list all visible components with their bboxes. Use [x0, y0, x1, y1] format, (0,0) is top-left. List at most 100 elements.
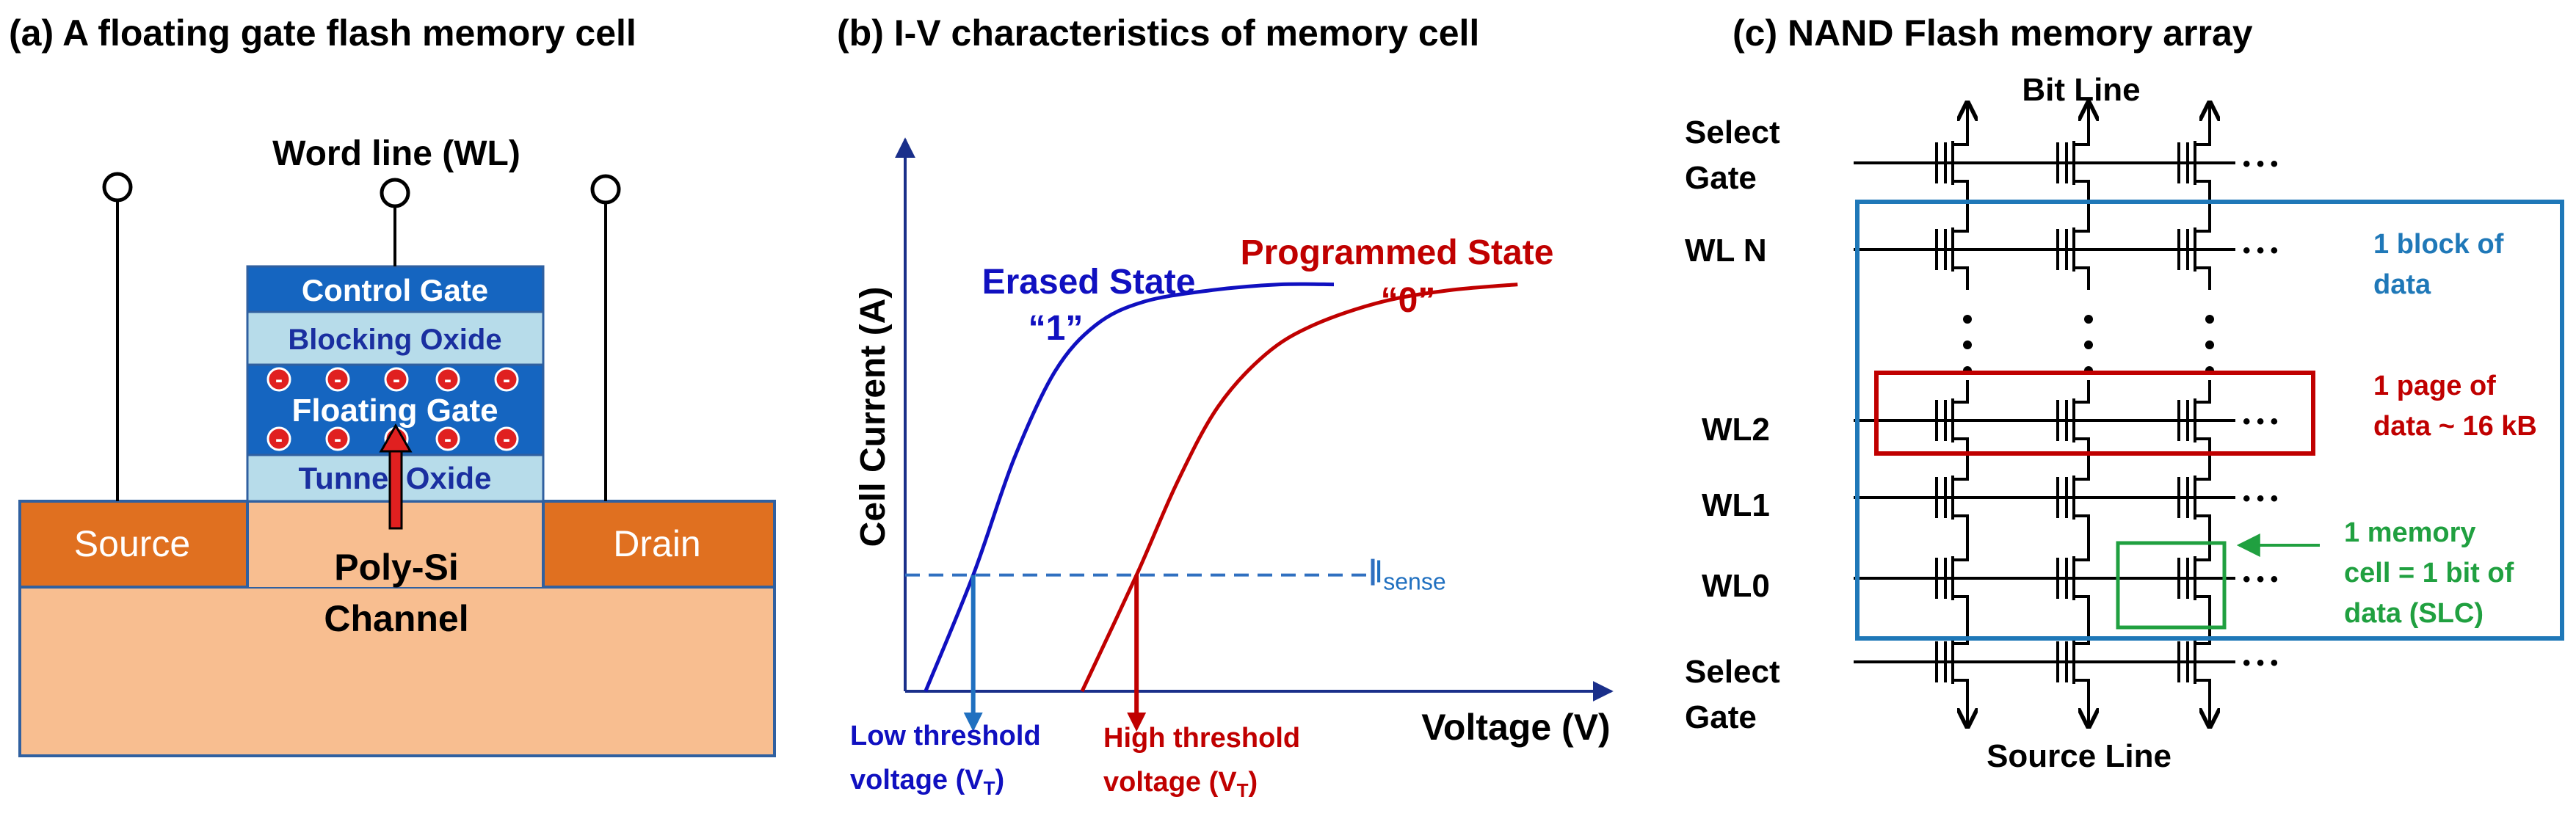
programmed-state-curve	[1080, 283, 1518, 693]
transistor-drain-lead	[1953, 224, 1969, 233]
transistor-source-lead	[2195, 595, 2211, 604]
terminal-drain	[590, 174, 621, 501]
low-threshold-label-1: Low threshold	[850, 721, 1041, 751]
page-box	[1874, 371, 2315, 456]
terminal-source	[102, 172, 133, 501]
row-ellipsis: • • •	[2243, 152, 2278, 176]
row-label-select-gate-top-2: Gate	[1685, 160, 1757, 196]
drain-region	[542, 500, 776, 589]
svg-text:-: -	[503, 427, 510, 451]
row-label-wl2: WL2	[1702, 412, 1770, 448]
cell-label-2: cell = 1 bit of	[2344, 558, 2514, 589]
channel-label-2: Channel	[324, 598, 468, 639]
transistor-source-lead	[2074, 180, 2090, 189]
transistor-source-lead	[2195, 266, 2211, 275]
panel-b-title: (b) I-V characteristics of memory cell	[837, 12, 1479, 54]
page-label-2: data ~ 16 kB	[2373, 411, 2537, 442]
block-label-1: 1 block of	[2373, 229, 2504, 260]
row-label-wl-n: WL N	[1685, 233, 1767, 269]
transistor-source-lead	[2074, 266, 2090, 275]
row-ellipsis: • • •	[2243, 487, 2278, 511]
transistor-source-lead	[2074, 514, 2090, 523]
svg-text:-: -	[444, 368, 451, 392]
block-label-2: data	[2373, 269, 2431, 300]
block-box	[1855, 200, 2564, 641]
control-gate-label: Control Gate	[302, 273, 488, 307]
tunneling-arrow	[379, 423, 413, 530]
programmed-state-value: “0”	[1381, 281, 1436, 320]
continuation-dot	[2205, 340, 2214, 349]
transistor-source-lead	[2074, 437, 2090, 446]
transistor-drain-lead	[2074, 224, 2090, 233]
electron: -	[325, 426, 350, 451]
erased-state-curve	[924, 282, 1335, 692]
svg-text:-: -	[275, 427, 283, 451]
word-line-label: Word line (WL)	[272, 134, 520, 173]
transistor-source-lead	[1953, 679, 1969, 688]
row-label-select-gate-top-1: Select	[1685, 114, 1780, 150]
source-label: Source	[74, 523, 190, 564]
transistor-drain-lead	[2074, 472, 2090, 481]
transistor-source-lead	[1953, 437, 1969, 446]
panel-a-title: (a) A floating gate flash memory cell	[9, 12, 636, 54]
transistor-drain-lead	[2195, 224, 2211, 233]
low-threshold-label-2: voltage (VT)	[850, 765, 1004, 799]
continuation-dot	[2084, 315, 2093, 324]
source-region	[18, 500, 249, 589]
erased-state-value: “1”	[1028, 309, 1084, 348]
transistor-drain-lead	[2195, 395, 2211, 404]
transistor-drain-lead	[1953, 137, 1969, 146]
substrate	[18, 586, 776, 757]
erased-state-label: Erased State	[982, 263, 1196, 302]
transistor-drain-lead	[1953, 553, 1969, 561]
transistor-drain-lead	[2074, 553, 2090, 561]
svg-text:-: -	[503, 368, 510, 392]
row-label-select-gate-bottom-1: Select	[1685, 654, 1780, 690]
high-threshold-label-1: High threshold	[1103, 723, 1300, 754]
sense-label: Isense	[1374, 554, 1446, 595]
high-threshold-arrow	[1127, 575, 1147, 732]
transistor-drain-lead	[2195, 137, 2211, 146]
transistor-source-lead	[1953, 595, 1969, 604]
drain-label: Drain	[613, 523, 700, 564]
row-label-wl1: WL1	[1702, 487, 1770, 523]
svg-text:-: -	[444, 427, 451, 451]
electron: -	[325, 367, 350, 392]
electron: -	[435, 367, 460, 392]
low-threshold-arrow	[963, 575, 983, 732]
continuation-dot	[1963, 340, 1972, 349]
panel-a: (a) A floating gate flash memory cell So…	[9, 12, 776, 757]
programmed-state-label: Programmed State	[1241, 233, 1554, 272]
cell-box	[2116, 541, 2227, 630]
transistor-drain-lead	[2074, 395, 2090, 404]
transistor-drain-lead	[2195, 472, 2211, 481]
transistor-source-lead	[2074, 679, 2090, 688]
row-ellipsis: • • •	[2243, 409, 2278, 434]
electron: -	[384, 367, 409, 392]
source-line-label: Source Line	[1987, 738, 2172, 774]
panel-c-title: (c) NAND Flash memory array	[1733, 12, 2253, 54]
panel-b: (b) I-V characteristics of memory cell C…	[837, 12, 1614, 801]
transistor-drain-lead	[1953, 472, 1969, 481]
transistor-drain-lead	[2195, 553, 2211, 561]
channel-label-1: Poly-Si	[334, 547, 458, 588]
cell-label-1: 1 memory	[2344, 517, 2476, 548]
transistor-source-lead	[1953, 266, 1969, 275]
svg-text:-: -	[393, 368, 400, 392]
row-ellipsis: • • •	[2243, 651, 2278, 675]
row-label-select-gate-bottom-2: Gate	[1685, 699, 1757, 735]
terminal-gate	[380, 178, 410, 266]
row-ellipsis: • • •	[2243, 238, 2278, 263]
transistor-source-lead	[2195, 437, 2211, 446]
floating-gate-label: Floating Gate	[291, 393, 498, 429]
blocking-oxide-label: Blocking Oxide	[288, 324, 501, 356]
continuation-dot	[1963, 315, 1972, 324]
electron: -	[494, 426, 519, 451]
page-label-1: 1 page of	[2373, 371, 2496, 401]
bit-line-label: Bit Line	[2022, 72, 2140, 108]
electron: -	[435, 426, 460, 451]
nand-circuit	[1854, 103, 2235, 726]
blocking-oxide	[246, 310, 545, 366]
svg-text:-: -	[334, 427, 341, 451]
